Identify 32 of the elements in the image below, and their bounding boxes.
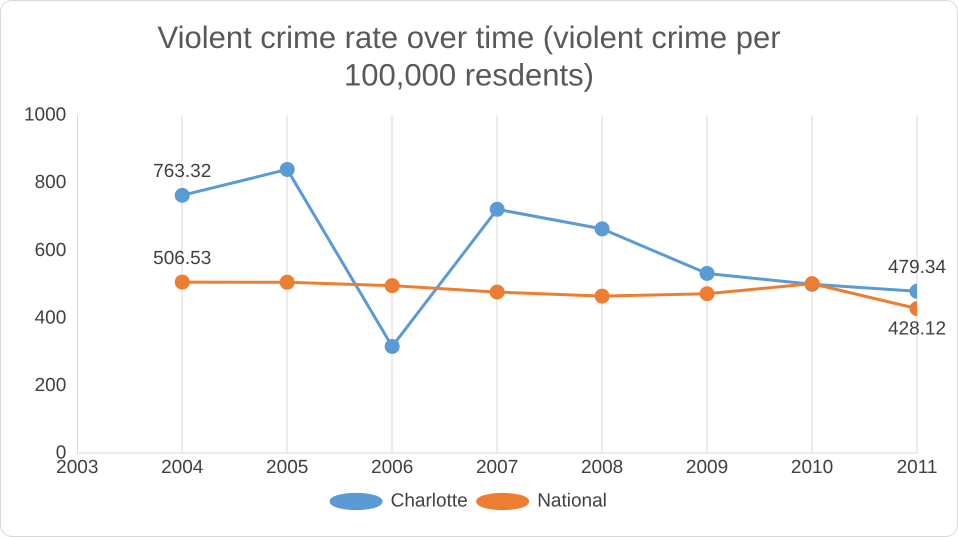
y-tick-label: 1000 [24,104,66,126]
x-tick-label: 2007 [476,456,518,478]
data-label: 428.12 [888,318,946,340]
point [700,266,715,281]
x-tick-label: 2011 [896,456,938,478]
x-tick-label: 2004 [161,456,204,478]
x-tick-label: 2006 [371,456,414,478]
y-tick-label: 800 [34,172,66,194]
x-tick-label: 2005 [266,456,308,478]
point [280,162,295,177]
x-tick-label: 2009 [686,456,728,478]
chart-title: Violent crime rate over time (violent crime per 100,000 resdents) [157,20,781,92]
point [384,278,400,294]
point [700,286,715,302]
y-tick-label: 400 [34,307,66,328]
point [280,274,295,290]
point [490,202,505,217]
point [594,221,610,236]
point [174,188,190,203]
legend-label: Charlotte [390,490,468,512]
data-label: 506.53 [153,248,212,269]
y-tick-label: 600 [34,240,66,261]
point [174,274,190,290]
x-tick-label: 2010 [790,456,834,478]
point [490,284,505,300]
y-tick-label: 200 [34,374,66,396]
data-label: 763.32 [153,161,212,182]
point [384,338,400,354]
legend-label: National [537,490,607,512]
data-label: 479.34 [888,257,946,278]
x-tick-label: 2008 [580,456,624,478]
point [594,288,610,304]
